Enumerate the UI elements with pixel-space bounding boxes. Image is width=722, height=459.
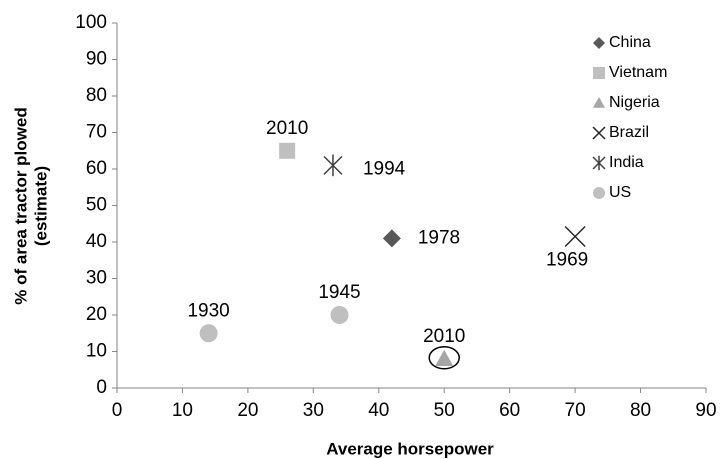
x-tick-label: 40: [368, 400, 389, 421]
y-axis-title-line: (estimate): [31, 166, 50, 246]
x-tick-label: 60: [499, 400, 520, 421]
legend-label: US: [609, 184, 631, 201]
y-axis-title-line: % of area tractor plowed: [11, 107, 30, 304]
y-tick-label: 100: [75, 12, 107, 33]
y-tick-label: 10: [86, 341, 107, 362]
x-tick-label: 80: [630, 400, 651, 421]
marker: [564, 225, 586, 248]
legend-marker: [592, 155, 606, 171]
y-tick-label: 40: [86, 231, 107, 252]
point-label: 1969: [546, 250, 588, 271]
legend-label: Nigeria: [609, 94, 660, 111]
y-tick-label: 0: [96, 377, 107, 398]
point-label: 2010: [266, 118, 308, 139]
legend-marker: [593, 97, 605, 108]
legend-marker: [593, 67, 605, 79]
marker: [382, 229, 401, 248]
point-label: 1930: [187, 300, 229, 321]
point-label: 2010: [423, 326, 465, 347]
y-tick-label: 70: [86, 122, 107, 143]
y-tick-label: 80: [86, 85, 107, 106]
legend-label: Vietnam: [609, 64, 667, 81]
marker: [323, 154, 343, 177]
legend-marker: [593, 37, 605, 49]
legend-label: India: [609, 154, 644, 171]
highlight-ring: [428, 346, 460, 370]
marker: [279, 142, 296, 159]
point-label: 1978: [418, 227, 460, 248]
y-axis-title: % of area tractor plowed (estimate): [11, 107, 50, 304]
y-tick-label: 30: [86, 268, 107, 289]
x-tick-label: 50: [434, 400, 455, 421]
y-tick-label: 50: [86, 195, 107, 216]
x-axis-title: Average horsepower: [326, 439, 494, 458]
x-tick-label: 70: [565, 400, 586, 421]
marker: [199, 324, 218, 343]
legend-marker: [592, 126, 606, 140]
x-tick-label: 90: [695, 400, 716, 421]
point-label: 1945: [318, 282, 360, 303]
x-tick-label: 30: [303, 400, 324, 421]
legend-label: China: [609, 34, 651, 51]
legend-marker: [593, 187, 605, 199]
y-tick-label: 20: [86, 304, 107, 325]
marker: [330, 306, 349, 324]
point-label: 1994: [363, 158, 406, 179]
legend-label: Brazil: [609, 124, 649, 141]
marker: [435, 349, 454, 366]
x-tick-label: 0: [112, 400, 123, 421]
x-tick-label: 10: [172, 400, 193, 421]
x-tick-label: 20: [237, 400, 258, 421]
y-tick-label: 60: [86, 158, 107, 179]
y-tick-label: 90: [86, 49, 107, 70]
